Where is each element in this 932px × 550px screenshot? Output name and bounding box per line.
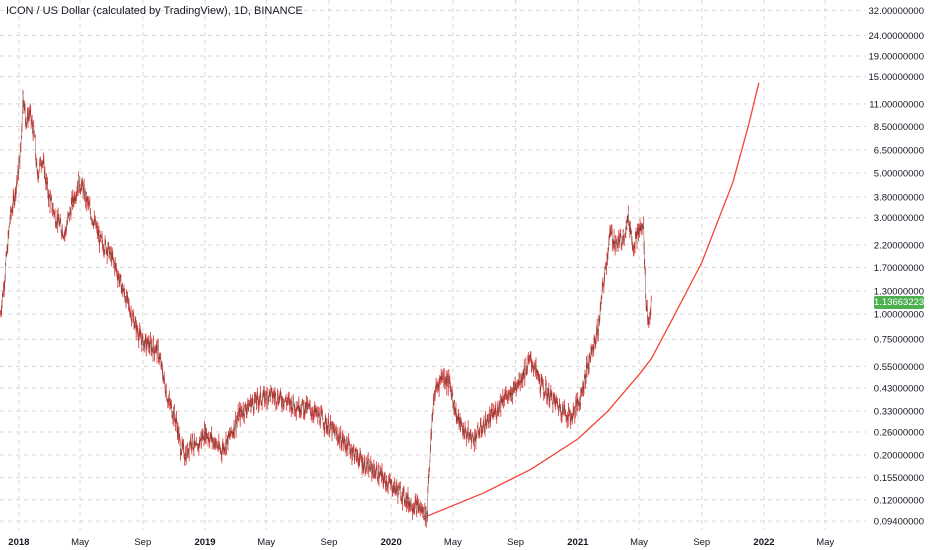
y-tick-label: 0.12000000 (874, 495, 924, 506)
y-axis[interactable]: 32.00000000 24.00000000 19.00000000 15.0000… (869, 6, 924, 528)
trend-curve (427, 82, 760, 517)
y-tick-label: 1.00000000 (874, 309, 924, 320)
y-tick-label: 0.55000000 (874, 362, 924, 373)
x-tick-label: Sep (693, 537, 710, 548)
y-tick-label: 0.20000000 (874, 451, 924, 462)
y-tick-label: 2.20000000 (874, 240, 924, 251)
y-tick-label: 6.50000000 (874, 145, 924, 156)
chart-title: ICON / US Dollar (calculated by TradingV… (6, 5, 303, 17)
x-axis[interactable]: 2018 May Sep 2019 May Sep 2020 May Sep 2021 May Sep… (8, 537, 834, 548)
chart-grid (0, 0, 866, 530)
y-tick-label: 3.80000000 (874, 193, 924, 204)
y-tick-label: 0.26000000 (874, 428, 924, 439)
current-price-badge: 1.13663223 (874, 296, 925, 310)
y-tick-label: 3.00000000 (874, 213, 924, 224)
y-tick-label: 0.33000000 (874, 407, 924, 418)
y-tick-label: 0.43000000 (874, 383, 924, 394)
price-line (0, 90, 652, 523)
y-tick-label: 15.00000000 (869, 72, 924, 83)
y-tick-label: 11.00000000 (869, 99, 924, 110)
x-tick-label: May (816, 537, 834, 548)
x-tick-label: 2018 (8, 537, 29, 548)
price-series (0, 90, 652, 528)
x-tick-label: May (630, 537, 648, 548)
trend-curve-line (427, 82, 760, 517)
x-tick-label: Sep (321, 537, 338, 548)
y-tick-label: 24.00000000 (869, 31, 924, 42)
x-tick-label: May (257, 537, 275, 548)
y-tick-label: 5.00000000 (874, 168, 924, 179)
x-tick-label: 2021 (567, 537, 589, 548)
x-tick-label: Sep (134, 537, 151, 548)
y-tick-label: 1.70000000 (874, 263, 924, 274)
y-tick-label: 0.09400000 (874, 517, 924, 528)
y-tick-label: 19.00000000 (869, 51, 924, 62)
x-tick-label: May (71, 537, 89, 548)
y-tick-label: 1.30000000 (874, 287, 924, 298)
y-tick-label: 0.75000000 (874, 335, 924, 346)
x-tick-label: May (444, 537, 462, 548)
x-tick-label: Sep (507, 537, 524, 548)
y-tick-label: 8.50000000 (874, 122, 924, 133)
y-tick-label: 0.15500000 (874, 473, 924, 484)
x-tick-label: 2019 (194, 537, 215, 548)
x-tick-label: 2022 (753, 537, 774, 548)
y-tick-label: 32.00000000 (869, 6, 924, 17)
x-tick-label: 2020 (381, 537, 402, 548)
